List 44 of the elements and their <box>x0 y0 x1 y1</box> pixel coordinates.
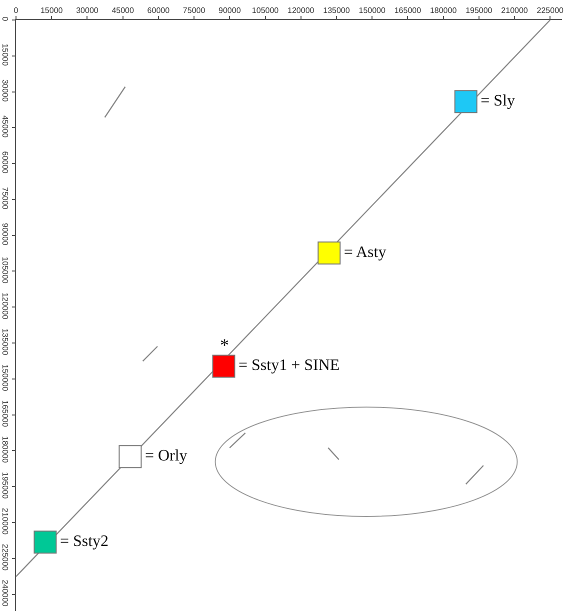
series-label: = Ssty1 + SINE <box>238 357 340 374</box>
x-tick-label: 150000 <box>358 6 386 15</box>
y-tick-label: 225000 <box>0 544 10 572</box>
x-tick-label: 180000 <box>430 6 458 15</box>
point <box>118 445 142 468</box>
series-label: = Ssty2 <box>60 533 109 550</box>
x-tick-label: 60000 <box>147 6 170 15</box>
x-tick-label: 15000 <box>40 6 64 15</box>
x-tick-label: 120000 <box>288 6 315 15</box>
point <box>454 90 478 114</box>
x-tick-label: 225000 <box>536 6 564 15</box>
y-tick-label: 105000 <box>0 256 10 284</box>
y-tick-label: 195000 <box>0 472 10 500</box>
annotation: * <box>220 335 229 355</box>
x-tick-label: 165000 <box>394 6 422 15</box>
x-tick-label: 75000 <box>182 6 206 15</box>
y-tick-label: 60000 <box>0 151 10 174</box>
x-tick-label: 105000 <box>252 6 280 15</box>
series-label: = Orly <box>144 448 188 465</box>
y-tick-label: 240000 <box>0 580 10 607</box>
series-label: = Sly <box>480 92 515 110</box>
x-tick-label: 45000 <box>112 6 134 15</box>
y-tick-label: 75000 <box>0 187 10 210</box>
y-tick-label: 135000 <box>0 328 10 356</box>
y-tick-label: 30000 <box>0 79 10 102</box>
point <box>318 242 341 265</box>
y-tick-label: 180000 <box>0 436 10 464</box>
y-tick-label: 120000 <box>0 292 10 320</box>
y-tick-label: 45000 <box>0 115 10 138</box>
x-tick-label: 210000 <box>501 6 528 15</box>
x-tick-label: 30000 <box>76 6 99 15</box>
x-tick-label: 135000 <box>323 6 350 15</box>
point <box>212 354 236 378</box>
series-label: = Asty <box>344 244 386 262</box>
y-tick-label: 210000 <box>0 508 10 536</box>
x-tick-label: 195000 <box>466 6 493 15</box>
point <box>34 530 57 554</box>
x-tick-label: 90000 <box>218 6 242 15</box>
y-tick-label: 90000 <box>0 223 10 246</box>
y-tick-label: 15000 <box>0 44 10 66</box>
y-tick-label: 165000 <box>0 400 10 428</box>
y-tick-label: 150000 <box>0 364 10 392</box>
x-tick-label: 0 <box>14 6 19 15</box>
y-tick-label: 0 <box>0 16 10 22</box>
